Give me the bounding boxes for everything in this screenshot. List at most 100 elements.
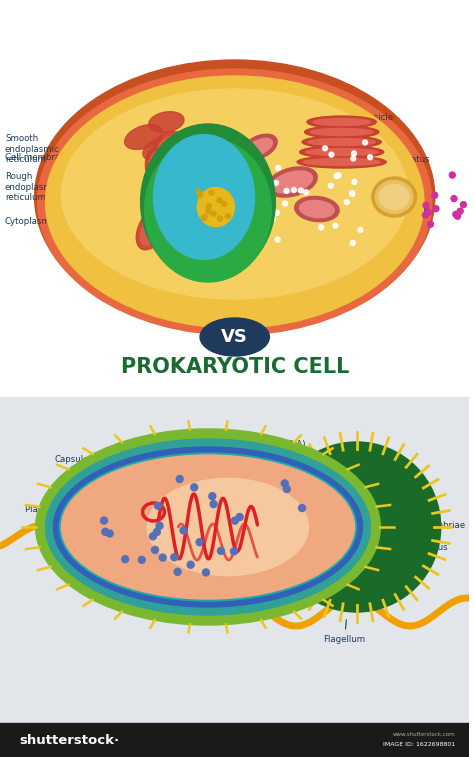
Ellipse shape bbox=[253, 162, 257, 167]
Text: Pilus: Pilus bbox=[399, 533, 447, 552]
Ellipse shape bbox=[154, 131, 187, 163]
Ellipse shape bbox=[200, 318, 269, 356]
Ellipse shape bbox=[207, 204, 211, 209]
Ellipse shape bbox=[236, 513, 243, 521]
Ellipse shape bbox=[211, 211, 216, 217]
Ellipse shape bbox=[171, 164, 195, 210]
Ellipse shape bbox=[154, 528, 160, 535]
Bar bbox=[0, 397, 469, 757]
Ellipse shape bbox=[313, 119, 370, 126]
Ellipse shape bbox=[351, 156, 356, 161]
Ellipse shape bbox=[222, 201, 227, 207]
Text: EUKARYOTIC CELL: EUKARYOTIC CELL bbox=[122, 279, 347, 299]
Ellipse shape bbox=[218, 216, 222, 221]
Ellipse shape bbox=[292, 188, 296, 192]
Ellipse shape bbox=[46, 439, 370, 615]
Ellipse shape bbox=[202, 215, 207, 220]
Ellipse shape bbox=[323, 146, 328, 151]
Text: Flagellum: Flagellum bbox=[324, 620, 366, 643]
Text: Chromosome (DNA): Chromosome (DNA) bbox=[219, 441, 305, 500]
Ellipse shape bbox=[187, 561, 194, 569]
Ellipse shape bbox=[276, 166, 281, 170]
Ellipse shape bbox=[138, 556, 145, 563]
Ellipse shape bbox=[149, 112, 184, 132]
Text: www.shutterstock.com: www.shutterstock.com bbox=[393, 731, 456, 737]
Ellipse shape bbox=[225, 213, 230, 219]
Text: Plasmid: Plasmid bbox=[57, 516, 151, 540]
Ellipse shape bbox=[358, 227, 363, 232]
Text: Nucleus: Nucleus bbox=[173, 88, 216, 115]
Ellipse shape bbox=[344, 200, 349, 204]
Ellipse shape bbox=[334, 173, 339, 179]
Ellipse shape bbox=[449, 172, 455, 178]
Ellipse shape bbox=[143, 139, 170, 160]
Ellipse shape bbox=[146, 146, 175, 188]
Text: Mitochondria: Mitochondria bbox=[261, 113, 317, 189]
Ellipse shape bbox=[267, 167, 317, 197]
Ellipse shape bbox=[62, 89, 408, 299]
Ellipse shape bbox=[297, 156, 386, 168]
Text: Ribosome: Ribosome bbox=[57, 543, 173, 569]
Ellipse shape bbox=[308, 139, 375, 145]
Ellipse shape bbox=[422, 212, 428, 218]
Ellipse shape bbox=[433, 206, 439, 212]
Ellipse shape bbox=[307, 116, 376, 128]
Ellipse shape bbox=[350, 190, 355, 195]
Ellipse shape bbox=[149, 533, 156, 540]
Text: shutterstock·: shutterstock· bbox=[20, 734, 120, 746]
Text: IMAGE ID: 1622698801: IMAGE ID: 1622698801 bbox=[383, 743, 456, 747]
Ellipse shape bbox=[145, 138, 271, 282]
Ellipse shape bbox=[102, 528, 109, 535]
Ellipse shape bbox=[375, 180, 413, 213]
Ellipse shape bbox=[46, 76, 424, 328]
Ellipse shape bbox=[300, 146, 384, 158]
Ellipse shape bbox=[191, 484, 198, 491]
Ellipse shape bbox=[451, 195, 457, 201]
Ellipse shape bbox=[275, 237, 280, 242]
Ellipse shape bbox=[35, 60, 435, 334]
Ellipse shape bbox=[350, 192, 355, 197]
Ellipse shape bbox=[306, 148, 378, 155]
Ellipse shape bbox=[217, 198, 222, 203]
Ellipse shape bbox=[175, 169, 191, 205]
Ellipse shape bbox=[283, 201, 288, 206]
Text: Golgi apparatus: Golgi apparatus bbox=[339, 138, 430, 164]
Ellipse shape bbox=[302, 136, 381, 148]
Ellipse shape bbox=[154, 135, 255, 260]
Ellipse shape bbox=[299, 188, 303, 193]
Ellipse shape bbox=[196, 189, 201, 195]
Ellipse shape bbox=[180, 527, 187, 534]
Ellipse shape bbox=[149, 180, 168, 213]
Ellipse shape bbox=[54, 447, 363, 607]
Ellipse shape bbox=[310, 129, 373, 136]
Text: Cytoplasm: Cytoplasm bbox=[57, 530, 161, 553]
Ellipse shape bbox=[197, 188, 235, 226]
Ellipse shape bbox=[352, 151, 356, 156]
Ellipse shape bbox=[176, 475, 183, 482]
Ellipse shape bbox=[122, 556, 128, 562]
Ellipse shape bbox=[283, 485, 290, 493]
Ellipse shape bbox=[140, 209, 166, 245]
Ellipse shape bbox=[141, 124, 275, 280]
Ellipse shape bbox=[363, 140, 367, 145]
Bar bbox=[0, 0, 469, 402]
Ellipse shape bbox=[218, 547, 224, 554]
Ellipse shape bbox=[423, 202, 429, 208]
Text: Secretory vesicle: Secretory vesicle bbox=[319, 113, 393, 155]
Ellipse shape bbox=[240, 168, 246, 173]
Ellipse shape bbox=[460, 201, 466, 207]
Ellipse shape bbox=[333, 223, 338, 228]
Text: Plasma Membrane: Plasma Membrane bbox=[25, 504, 144, 513]
Ellipse shape bbox=[259, 179, 264, 184]
Ellipse shape bbox=[304, 126, 379, 138]
Ellipse shape bbox=[163, 198, 183, 226]
Ellipse shape bbox=[319, 225, 324, 230]
Ellipse shape bbox=[149, 151, 172, 183]
Ellipse shape bbox=[273, 442, 441, 612]
Text: Fimbriae: Fimbriae bbox=[413, 510, 465, 529]
Ellipse shape bbox=[281, 480, 288, 487]
Ellipse shape bbox=[246, 139, 273, 156]
Ellipse shape bbox=[106, 530, 113, 537]
Ellipse shape bbox=[271, 217, 276, 222]
Text: Nucleoid region: Nucleoid region bbox=[145, 441, 212, 490]
